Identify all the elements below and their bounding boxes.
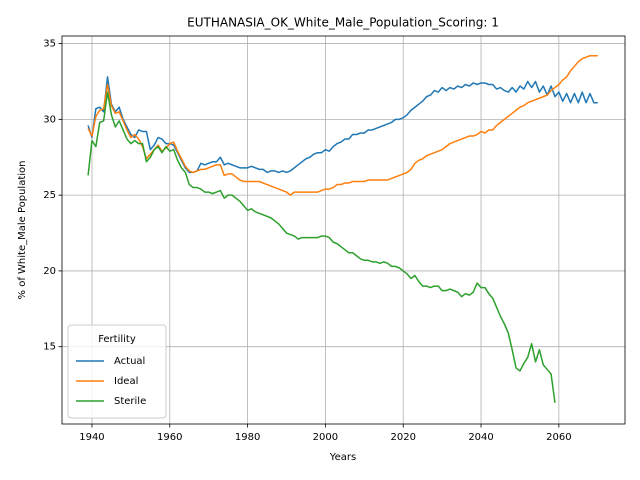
x-tick-label: 1980: [235, 432, 260, 443]
legend: Fertility Actual Ideal Sterile: [67, 324, 167, 419]
legend-title: Fertility: [98, 334, 136, 345]
y-tick-label: 35: [43, 39, 56, 50]
legend-box: [67, 324, 167, 419]
x-tick-label: 1940: [79, 432, 104, 443]
data-line: [87, 91, 556, 403]
x-tick-label: 2060: [546, 432, 571, 443]
y-axis-label: % of White_Male Population: [17, 161, 28, 300]
plot-frame: [61, 35, 626, 425]
x-tick-label: 2020: [390, 432, 415, 443]
x-tick-label: 2040: [468, 432, 493, 443]
x-axis-label: Years: [329, 452, 356, 463]
data-line: [87, 54, 598, 196]
y-tick-label: 20: [43, 266, 56, 277]
x-tick-label: 1960: [157, 432, 182, 443]
y-tick-label: 15: [43, 342, 56, 353]
legend-label: Sterile: [114, 396, 146, 407]
data-line: [87, 76, 598, 174]
y-tick-label: 25: [43, 190, 56, 201]
legend-label: Actual: [114, 356, 145, 367]
legend-label: Ideal: [114, 376, 138, 387]
x-tick-label: 2000: [313, 432, 338, 443]
chart-title: EUTHANASIA_OK_White_Male_Population_Scor…: [187, 16, 499, 30]
y-tick-label: 30: [43, 114, 56, 125]
